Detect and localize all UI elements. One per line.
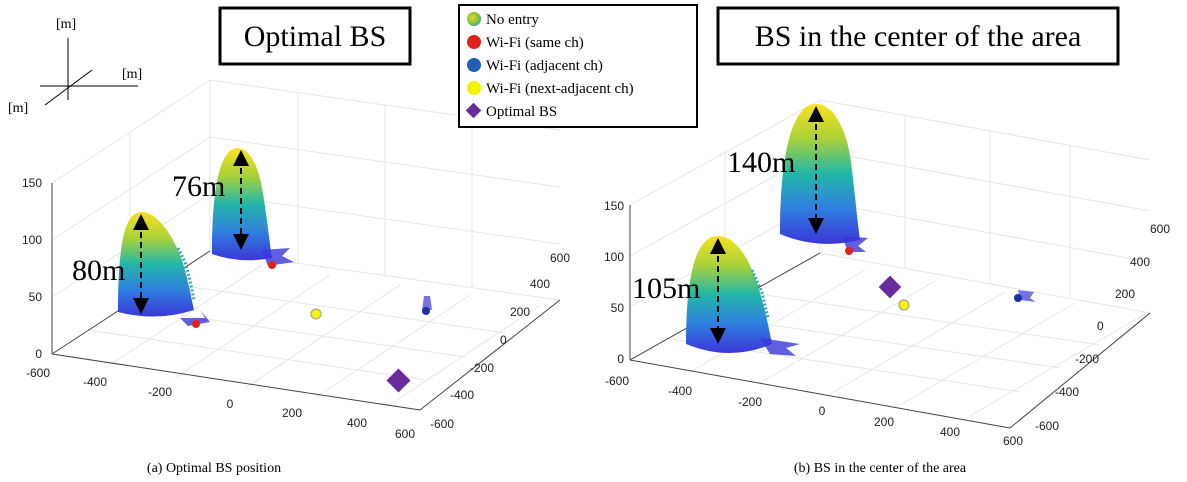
x-tick: 0 — [227, 397, 234, 411]
z-tick: 150 — [22, 176, 42, 190]
y-tick: 200 — [510, 305, 530, 319]
x-tick: -400 — [83, 375, 107, 389]
x-tick: 400 — [940, 425, 960, 439]
optimal-bs-marker — [878, 275, 902, 299]
y-tick: -400 — [1055, 385, 1079, 399]
x-tick: 400 — [347, 416, 367, 430]
no-entry-surface — [118, 212, 210, 326]
y-tick: -400 — [450, 388, 474, 402]
legend-label: Wi-Fi (adjacent ch) — [486, 58, 603, 74]
y-tick: 600 — [550, 251, 570, 265]
height-label: 80m — [72, 254, 125, 287]
x-tick: -200 — [738, 395, 762, 409]
legend-label: Optimal BS — [486, 104, 557, 120]
z-tick: 50 — [29, 290, 43, 304]
y-tick: 200 — [1115, 287, 1135, 301]
y-tick: -200 — [1075, 352, 1099, 366]
x-tick: 200 — [874, 415, 894, 429]
y-tick: -600 — [1035, 419, 1059, 433]
legend-item: No entry — [467, 12, 539, 28]
wifi-next-adjacent-ch-marker — [310, 308, 322, 320]
x-tick: 600 — [395, 427, 415, 441]
y-tick: 400 — [530, 277, 550, 291]
y-tick: -200 — [470, 361, 494, 375]
z-tick: 100 — [22, 233, 42, 247]
x-unit-label: [m] — [122, 67, 142, 82]
panel-title: Optimal BS — [244, 20, 387, 53]
legend-label: Wi-Fi (same ch) — [486, 35, 584, 51]
figure-caption: (a) Optimal BS position — [147, 461, 281, 476]
no-entry-swatch-icon — [467, 12, 481, 26]
legend-item: Wi-Fi (next-adjacent ch) — [467, 81, 634, 97]
wifi-next-adjacent-ch-marker — [898, 299, 910, 311]
z-tick: 0 — [617, 352, 624, 366]
panel-title: BS in the center of the area — [755, 20, 1082, 53]
y-tick: 600 — [1150, 222, 1170, 236]
height-label: 105m — [632, 272, 700, 305]
no-entry-surface — [686, 236, 800, 356]
wifi-adjacent-ch-marker — [1014, 290, 1036, 302]
panel-a-gridlines — [51, 79, 561, 409]
z-tick: 0 — [35, 347, 42, 361]
x-tick: -200 — [148, 385, 172, 399]
legend-label: No entry — [486, 12, 539, 28]
legend-item: Wi-Fi (same ch) — [467, 35, 584, 51]
legend-item: Wi-Fi (adjacent ch) — [467, 58, 603, 74]
legend: No entry Wi-Fi (same ch) Wi-Fi (adjacent… — [458, 4, 698, 128]
x-tick: 0 — [819, 404, 826, 418]
z-tick: 150 — [604, 199, 624, 213]
panel-a-plot: 150 100 50 0 -600 -400 -200 0 200 400 60… — [22, 79, 570, 441]
legend-label: Wi-Fi (next-adjacent ch) — [486, 81, 634, 97]
y-unit-label: [m] — [8, 101, 28, 116]
x-tick: -600 — [26, 366, 50, 380]
y-tick: -600 — [430, 417, 454, 431]
z-tick: 50 — [611, 301, 625, 315]
axis-orientation-indicator: [m] [m] [m] — [8, 17, 142, 116]
y-tick: 0 — [1097, 319, 1104, 333]
x-tick: 600 — [1003, 434, 1023, 448]
wifi-same-ch-marker — [192, 320, 200, 328]
x-tick: 200 — [282, 406, 302, 420]
optimal-bs-marker — [386, 368, 411, 393]
y-tick: 400 — [1130, 255, 1150, 269]
panel-a-title-box: Optimal BS — [218, 6, 412, 66]
panel-b-gridlines — [629, 99, 1151, 417]
y-tick: 0 — [500, 333, 507, 347]
panel-b-plot: 150 100 50 0 -600 -400 -200 0 200 400 60… — [604, 99, 1170, 448]
height-label: 76m — [172, 170, 225, 203]
wifi-adjacent-ch-marker — [422, 296, 432, 315]
wifi-same-ch-marker — [268, 261, 276, 269]
z-tick: 100 — [604, 250, 624, 264]
figure-caption: (b) BS in the center of the area — [794, 461, 967, 476]
wifi-same-ch-marker — [845, 247, 853, 255]
height-label: 140m — [727, 146, 795, 179]
red-circle-icon — [467, 35, 481, 49]
z-unit-label: [m] — [56, 17, 76, 32]
panel-b-title-box: BS in the center of the area — [716, 6, 1120, 66]
yellow-circle-icon — [467, 81, 481, 95]
no-entry-surface — [212, 148, 294, 266]
blue-circle-icon — [467, 58, 481, 72]
x-tick: -400 — [668, 384, 692, 398]
x-tick: -600 — [605, 374, 629, 388]
